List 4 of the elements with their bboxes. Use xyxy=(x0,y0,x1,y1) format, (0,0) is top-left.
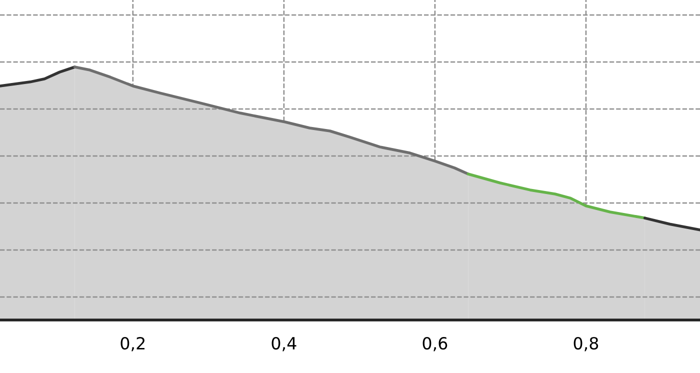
x-tick-label: 0,6 xyxy=(422,336,448,352)
x-tick-label: 0,2 xyxy=(120,336,144,352)
x-tick-label: 0,4 xyxy=(272,336,296,352)
x-tick-label: 0,8 xyxy=(574,336,598,352)
